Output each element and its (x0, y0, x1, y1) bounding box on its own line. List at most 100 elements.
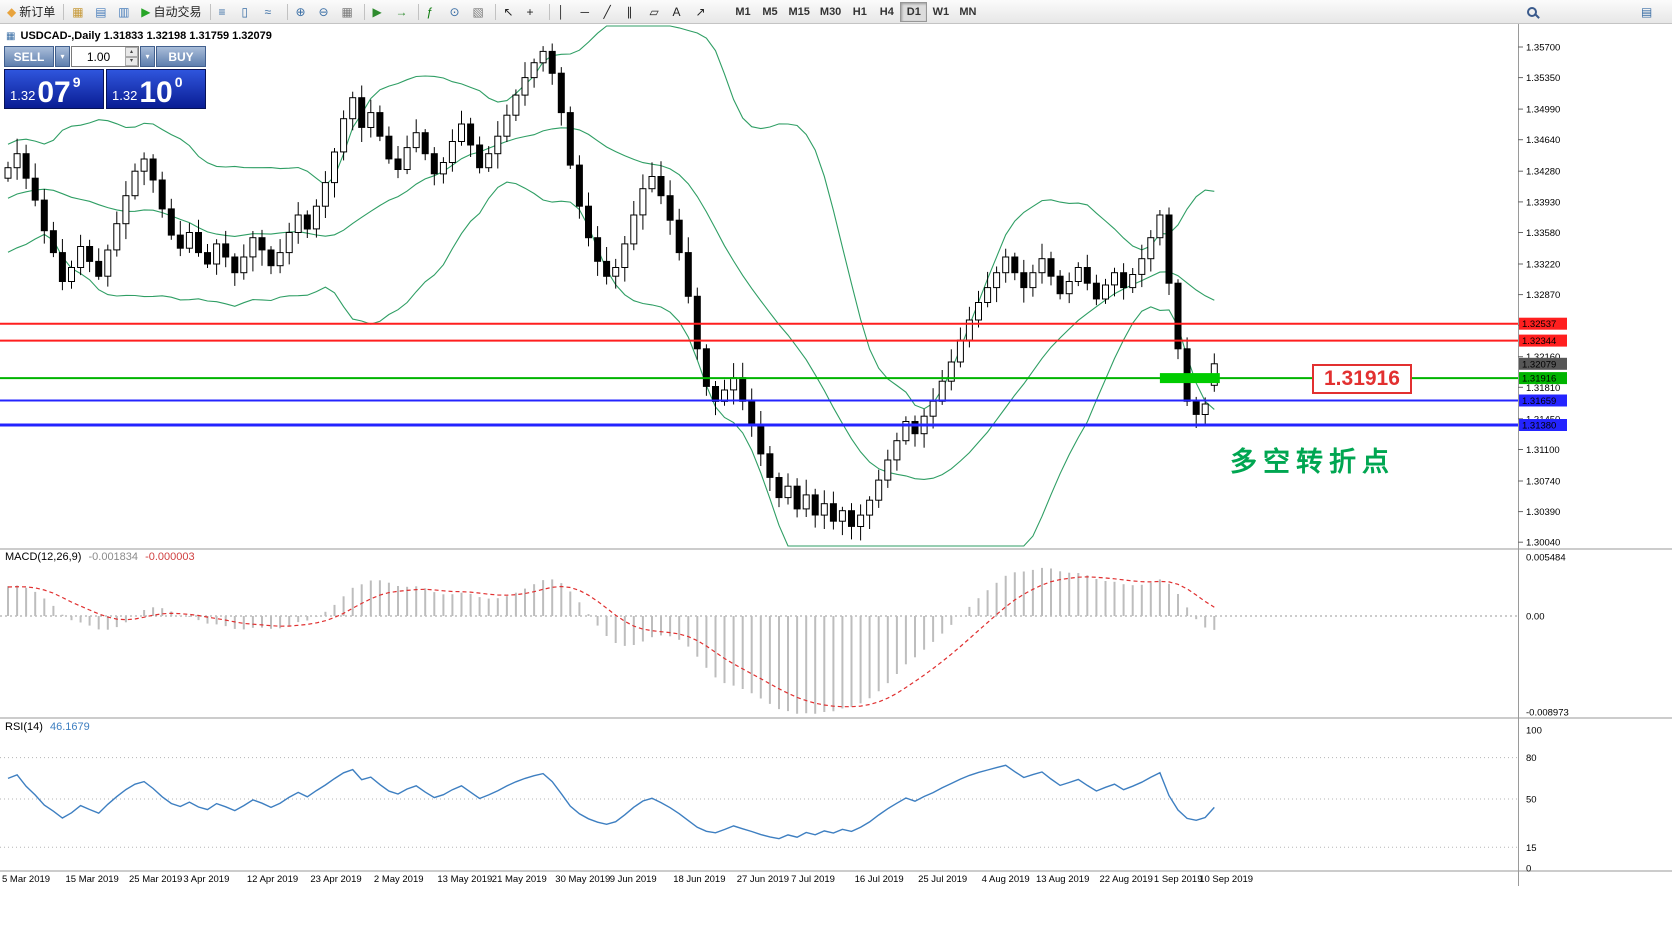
volume-increase-button[interactable]: ▴ (125, 47, 138, 57)
svg-text:1.33580: 1.33580 (1526, 228, 1560, 239)
timeframe-m5[interactable]: M5 (757, 2, 784, 22)
sell-price-display[interactable]: 1.32 07 9 (4, 69, 104, 109)
pivot-highlight-band[interactable] (1159, 373, 1220, 384)
rsi-indicator-label: RSI(14) 46.1679 (5, 721, 90, 733)
timeframe-toolbar: M1 M5 M15 M30 H1 H4 D1 W1 MN (730, 1, 982, 22)
shapes-icon[interactable]: ▱ (646, 2, 668, 22)
zoom-in-icon-glyph: ⊕ (295, 4, 306, 19)
cursor-icon[interactable]: ↖ (500, 2, 522, 22)
arrows-tool-icon[interactable]: ↗ (692, 2, 714, 22)
svg-text:18 Jun 2019: 18 Jun 2019 (673, 874, 725, 885)
svg-text:1.33930: 1.33930 (1526, 197, 1560, 208)
timeframe-m15[interactable]: M15 (784, 2, 815, 22)
popup-prices-button[interactable]: ▤ (1637, 2, 1659, 22)
templates-icon[interactable]: ▧ (469, 2, 491, 22)
timeframe-m1[interactable]: M1 (730, 2, 757, 22)
templates-icon-glyph: ▧ (472, 4, 484, 19)
trendline-icon-glyph: ╱ (603, 4, 611, 19)
popup-prices-button-glyph: ▤ (1641, 4, 1653, 19)
toolbar-separator (63, 3, 65, 20)
toolbar-separator (548, 3, 550, 20)
trade-prices-row: 1.32 07 9 1.32 10 0 (4, 69, 206, 109)
svg-text:1 Sep 2019: 1 Sep 2019 (1154, 874, 1203, 885)
equidistant-channel-icon[interactable]: ∥ (623, 2, 645, 22)
volume-input[interactable] (72, 47, 125, 66)
zoom-out-icon-glyph: ⊖ (318, 4, 329, 19)
pivot-price-label[interactable]: 1.31916 (1312, 364, 1412, 394)
crosshair-icon[interactable]: + (523, 2, 545, 22)
horizontal-line-icon[interactable]: ─ (577, 2, 599, 22)
autotrading-button[interactable]: ▶ 自动交易 (137, 2, 205, 22)
svg-text:13 May 2019: 13 May 2019 (437, 874, 492, 885)
periods-icon[interactable]: ⊙ (446, 2, 468, 22)
svg-text:10 Sep 2019: 10 Sep 2019 (1199, 874, 1253, 885)
date-axis: 5 Mar 2019 15 Mar 2019 25 Mar 2019 3 Apr 20… (2, 874, 1253, 885)
svg-text:1.30040: 1.30040 (1526, 538, 1560, 549)
auto-scroll-icon-glyph: ▶ (372, 4, 382, 19)
toolbar-separator (363, 3, 365, 20)
svg-text:1.35350: 1.35350 (1526, 73, 1560, 84)
svg-text:25 Jul 2019: 25 Jul 2019 (918, 874, 967, 885)
bar-chart-type-icon[interactable]: ≡ (215, 2, 237, 22)
svg-text:1.31916: 1.31916 (1522, 374, 1556, 385)
text-label-icon[interactable]: A (669, 2, 691, 22)
toolbar-separator (286, 3, 288, 20)
svg-text:1.30740: 1.30740 (1526, 477, 1560, 488)
sell-options-dropdown[interactable]: ▾ (55, 46, 70, 67)
bollinger-lower-band (7, 181, 1215, 547)
terminal-icon[interactable]: ▥ (114, 2, 136, 22)
zoom-out-icon[interactable]: ⊖ (315, 2, 337, 22)
auto-scroll-icon[interactable]: ▶ (369, 2, 391, 22)
timeframe-h4[interactable]: H4 (873, 2, 900, 22)
svg-text:1.34990: 1.34990 (1526, 105, 1560, 116)
rsi-name: RSI(14) (5, 721, 43, 733)
volume-spinner: ▴ ▾ (125, 47, 138, 66)
volume-decrease-button[interactable]: ▾ (125, 56, 138, 66)
trade-controls-row: SELL ▾ ▴ ▾ ▾ BUY (4, 46, 206, 67)
timeframe-mn[interactable]: MN (954, 2, 981, 22)
timeframe-m30[interactable]: M30 (815, 2, 846, 22)
svg-text:15 Mar 2019: 15 Mar 2019 (66, 874, 119, 885)
profiles-icon[interactable]: ▤ (91, 2, 113, 22)
timeframe-w1[interactable]: W1 (927, 2, 954, 22)
svg-text:3 Apr 2019: 3 Apr 2019 (183, 874, 229, 885)
trendline-icon[interactable]: ╱ (600, 2, 622, 22)
zoom-in-icon[interactable]: ⊕ (292, 2, 314, 22)
chart-shift-icon[interactable]: → (392, 2, 414, 22)
timeframe-d1[interactable]: D1 (900, 1, 928, 22)
chart-canvas[interactable]: 1.35700 1.35350 1.34990 1.34640 1.34280 1.339… (0, 24, 1672, 950)
svg-text:1.32537: 1.32537 (1522, 319, 1556, 330)
svg-text:1.34280: 1.34280 (1526, 167, 1560, 178)
candles (4, 43, 1218, 541)
sell-button[interactable]: SELL (4, 46, 54, 67)
chart-windows-icon[interactable]: ▦ (68, 2, 90, 22)
buy-price-display[interactable]: 1.32 10 0 (106, 69, 206, 109)
new-order-button-label: 新订单 (19, 5, 56, 19)
terminal-icon-glyph: ▥ (118, 4, 130, 19)
bollinger-middle-band (7, 127, 1215, 480)
indicators-icon[interactable]: ƒ (423, 2, 445, 22)
search-button[interactable] (1523, 2, 1545, 22)
tile-windows-icon-glyph: ▦ (341, 4, 353, 19)
toolbar: ◆ 新订单 ▦ ▤ ▥ ▶ 自动交易 ≡ ▯ ≈ ⊕ ⊖ ▦ ▶ → ƒ ⊙ ▧ ↖ + │ ─ ╱ ∥ ▱ A ↗ M1 M5 M15… (0, 0, 1672, 24)
buy-button[interactable]: BUY (156, 46, 206, 67)
vertical-line-icon[interactable]: │ (554, 2, 576, 22)
timeframe-h1[interactable]: H1 (846, 2, 873, 22)
new-order-button[interactable]: ◆ 新订单 (3, 2, 59, 22)
equidistant-channel-icon-glyph: ∥ (626, 4, 633, 19)
candlestick-chart-type-icon[interactable]: ▯ (238, 2, 260, 22)
chart-windows-icon-glyph: ▦ (72, 4, 84, 19)
buy-options-dropdown[interactable]: ▾ (140, 46, 155, 67)
svg-text:1.30390: 1.30390 (1526, 507, 1560, 518)
svg-text:16 Jul 2019: 16 Jul 2019 (855, 874, 904, 885)
toolbar-separator (209, 3, 211, 20)
tile-windows-icon[interactable]: ▦ (338, 2, 360, 22)
text-label-icon-glyph: A (672, 4, 681, 19)
line-chart-type-icon[interactable]: ≈ (261, 2, 283, 22)
toolbar-main: ◆ 新订单 ▦ ▤ ▥ ▶ 自动交易 ≡ ▯ ≈ ⊕ ⊖ ▦ ▶ → ƒ ⊙ ▧ ↖ + │ ─ ╱ ∥ ▱ A ↗ (3, 2, 714, 22)
svg-text:1.32870: 1.32870 (1526, 290, 1560, 301)
svg-text:27 Jun 2019: 27 Jun 2019 (737, 874, 789, 885)
svg-text:0.00: 0.00 (1526, 612, 1545, 623)
chart-ohlc-values: 1.31833 1.32198 1.31759 1.32079 (103, 30, 272, 42)
